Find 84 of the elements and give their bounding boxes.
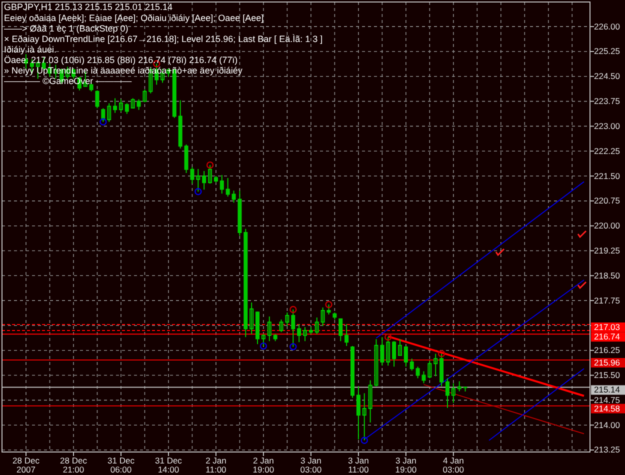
y-tick-label: 220.75 xyxy=(594,196,620,206)
candlestick xyxy=(445,378,450,408)
candlestick xyxy=(463,386,468,392)
candlestick xyxy=(314,317,319,335)
candlestick xyxy=(380,336,384,366)
candlestick xyxy=(130,98,135,109)
annotation: × Eðaiay DownTrendLine [216.67→216.18]; Level 215.96; Last Bar [ Eä.Ìã: 1 3 ] xyxy=(4,34,323,44)
candlestick xyxy=(107,102,112,122)
ref-line-label: 216.74 xyxy=(594,332,620,342)
ref-line-label: 215.14 xyxy=(594,384,620,395)
candlestick xyxy=(220,174,224,194)
candlestick xyxy=(392,340,396,368)
candlestick xyxy=(214,176,218,184)
candlestick xyxy=(124,102,129,114)
y-tick-label: 225.25 xyxy=(594,46,620,56)
x-tick-label: 31 Dec 06:00 xyxy=(108,455,136,475)
x-tick-label: 3 Jan 03:00 xyxy=(300,455,322,475)
y-tick-label: 216.25 xyxy=(594,345,620,356)
x-tick-label: 2 Jan 19:00 xyxy=(252,455,274,475)
candlestick xyxy=(95,90,100,109)
ref-line-label: 217.03 xyxy=(594,322,620,332)
candlestick xyxy=(308,326,313,335)
candlestick xyxy=(113,98,118,114)
candlestick xyxy=(244,228,248,338)
x-tick-label: 4 Jan 03:00 xyxy=(442,455,464,475)
candlestick xyxy=(178,100,182,149)
x-tick-label: 31 Dec 14:00 xyxy=(155,455,183,475)
candlestick xyxy=(410,358,414,372)
point xyxy=(260,342,268,350)
candlestick xyxy=(428,360,432,379)
point xyxy=(206,161,214,169)
candlestick xyxy=(434,353,438,377)
y-tick-label: 213.25 xyxy=(594,444,620,455)
candlestick xyxy=(273,334,278,342)
x-tick-label: 2 Jan 11:00 xyxy=(206,455,227,475)
point xyxy=(360,436,368,444)
candlestick xyxy=(398,338,402,356)
y-tick-label: 222.25 xyxy=(594,146,620,156)
y-tick-label: 221.50 xyxy=(594,170,620,181)
y-tick-label: 219.25 xyxy=(594,245,620,256)
candlestick xyxy=(118,98,123,112)
x-tick-label: 28 Dec 2007 xyxy=(12,455,40,475)
y-tick-label: 224.50 xyxy=(594,71,620,82)
point xyxy=(438,350,446,358)
point xyxy=(194,188,202,196)
y-tick-label: 220.00 xyxy=(594,220,620,231)
point xyxy=(325,300,332,308)
x-tick-label: 28 Dec 21:00 xyxy=(60,455,88,475)
x-tick-label: 3 Jan 11:00 xyxy=(348,455,370,475)
y-tick-label: 223.00 xyxy=(594,120,620,131)
candlestick xyxy=(350,346,354,398)
candlestick xyxy=(202,170,206,190)
candlestick xyxy=(250,302,254,335)
candlestick xyxy=(457,380,462,392)
y-tick-label: 226.00 xyxy=(594,21,620,32)
y-tick-label: 214.75 xyxy=(594,394,620,405)
y-tick-label: 214.00 xyxy=(594,420,620,430)
candlestick xyxy=(404,346,408,368)
point xyxy=(100,118,107,126)
candlestick xyxy=(226,178,230,198)
y-tick-label: 217.75 xyxy=(594,295,620,306)
point xyxy=(384,333,392,341)
candlestick xyxy=(338,318,343,342)
candlestick xyxy=(332,312,337,320)
annotation: Eeiey oðaiaa [Aeek]; Eaiae [Aee]; Oðiaiu iðiáiy [Aee]; Oaee [Aee] xyxy=(4,13,264,23)
candlestick xyxy=(89,83,94,92)
candlestick xyxy=(344,324,349,347)
x-tick-label: 3 Jan 19:00 xyxy=(395,455,417,475)
annotation: ——> Øàã 1 èç 1 (BackStep 0) xyxy=(4,24,128,34)
candlestick xyxy=(303,326,307,342)
chart-title: GBPJPY,H1 215.13 215.15 215.01 215.14 xyxy=(4,2,172,12)
candlestick xyxy=(267,316,272,342)
point xyxy=(290,306,297,314)
y-tick-label: 215.50 xyxy=(594,370,620,380)
annotation: Iðiáiy ià áuei. xyxy=(4,44,57,54)
point xyxy=(290,343,297,350)
y-tick-label: 218.50 xyxy=(594,270,620,280)
ref-line-label: 214.58 xyxy=(594,403,620,414)
ref-line-label: 215.96 xyxy=(594,358,620,368)
y-tick-label: 223.75 xyxy=(594,96,620,106)
candlestick xyxy=(256,311,260,345)
candlestick xyxy=(451,382,456,404)
candlestick xyxy=(297,324,302,343)
candlestick xyxy=(356,386,360,440)
